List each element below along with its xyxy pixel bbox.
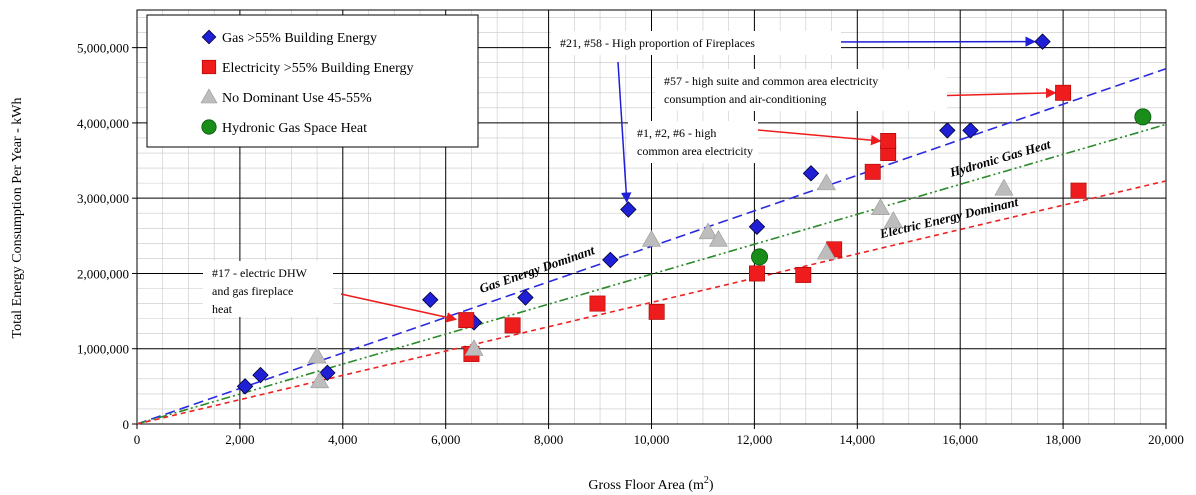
annotation-text: #1, #2, #6 - high [637, 126, 716, 140]
square-marker [1055, 84, 1072, 101]
y-tick-label: 5,000,000 [77, 41, 129, 56]
diamond-marker [517, 289, 534, 306]
y-tick-label: 2,000,000 [77, 266, 129, 281]
legend-label: Electricity >55% Building Energy [222, 61, 414, 76]
diamond-marker [236, 378, 254, 395]
x-tick-label: 14,000 [839, 432, 875, 447]
annotation-arrow [757, 129, 882, 146]
triangle-marker [464, 339, 484, 356]
triangle-marker [708, 229, 728, 247]
x-tick-label: 10,000 [634, 432, 670, 447]
annotation-arrow [927, 87, 1057, 99]
annotation-text: #21, #58 - High proportion of Fireplaces [560, 36, 755, 50]
annotation-text: heat [212, 302, 233, 316]
trend-line-label: Gas Energy Dominant [477, 242, 596, 296]
x-axis-title-main: Gross Floor Area (m [588, 478, 704, 493]
x-tick-label: 12,000 [737, 432, 773, 447]
x-axis-title-superscript: 2 [704, 475, 709, 486]
annotation-text: consumption and air-conditioning [664, 92, 826, 106]
square-marker [648, 303, 665, 320]
x-tick-label: 0 [134, 432, 141, 447]
x-axis-title-close: ) [709, 478, 714, 493]
annotation-boxes: #21, #58 - High proportion of Fireplaces… [203, 31, 947, 317]
y-axis-tick-labels: 0 1,000,000 2,000,000 3,000,000 4,000,000 5,0… [77, 41, 137, 432]
diamond-marker [602, 251, 619, 269]
diamond-marker [802, 165, 820, 182]
square-marker [880, 133, 897, 149]
annotation-arrow [617, 61, 632, 203]
y-tick-label: 0 [123, 417, 130, 432]
triangle-marker [307, 346, 327, 364]
legend-label: Hydronic Gas Space Heat [222, 121, 367, 136]
square-marker [1070, 182, 1087, 199]
x-tick-label: 2,000 [225, 432, 254, 447]
square-marker [458, 312, 475, 329]
diamond-marker [939, 122, 956, 139]
diamond-marker [422, 291, 439, 309]
diamond-marker [620, 201, 637, 218]
annotation-text: common area electricity [637, 144, 753, 158]
circle-marker [1134, 108, 1152, 126]
annotation-arrows [340, 36, 1057, 323]
triangle-marker [816, 242, 836, 260]
circle-marker [201, 119, 217, 135]
triangle-marker [994, 178, 1014, 196]
legend: Gas >55% Building Energy Electricity >55%… [146, 14, 479, 148]
diamond-marker [319, 364, 336, 382]
x-tick-label: 16,000 [942, 432, 978, 447]
square-marker [864, 163, 881, 180]
x-tick-label: 8,000 [534, 432, 563, 447]
square-marker [589, 295, 606, 312]
triangle-marker [816, 173, 836, 191]
trend-line-label: Electric Energy Dominant [877, 194, 1020, 241]
annotation-box [551, 31, 841, 55]
annotation-text: #57 - high suite and common area electri… [664, 74, 878, 88]
circle-marker [751, 248, 769, 266]
diamond-marker [1034, 33, 1051, 50]
x-tick-label: 6,000 [431, 432, 460, 447]
annotation-arrow [340, 293, 458, 323]
triangle-marker [200, 88, 218, 104]
triangle-marker [883, 211, 903, 228]
annotation-box [628, 121, 758, 163]
x-axis-tick-labels: 0 2,000 4,000 6,000 8,000 10,000 12,000 14,000 1… [134, 424, 1184, 447]
legend-label: No Dominant Use 45-55% [222, 91, 372, 106]
diamond-marker [748, 218, 766, 236]
triangle-marker [310, 371, 330, 389]
x-tick-label: 4,000 [328, 432, 357, 447]
annotation-text: #17 - electric DHW [212, 266, 308, 280]
x-tick-label: 20,000 [1148, 432, 1184, 447]
diamond-marker [201, 29, 217, 45]
diamond-marker [962, 122, 979, 139]
trend-line [136, 123, 1167, 425]
legend-label: Gas >55% Building Energy [222, 31, 377, 46]
y-axis-title: Total Energy Consumption Per Year - kWh [10, 97, 25, 338]
y-tick-label: 3,000,000 [77, 191, 129, 206]
square-marker [201, 59, 217, 75]
square-marker [749, 265, 765, 282]
triangle-marker [698, 222, 718, 240]
y-tick-label: 1,000,000 [77, 342, 129, 357]
annotation-text: and gas fireplace [212, 284, 293, 298]
data-points [236, 33, 1152, 395]
annotation-box [203, 261, 333, 317]
y-tick-label: 4,000,000 [77, 116, 129, 131]
triangle-marker [870, 198, 890, 216]
diamond-marker [252, 366, 269, 384]
x-axis-title: Gross Floor Area (m2) [588, 475, 714, 493]
x-tick-label: 18,000 [1045, 432, 1081, 447]
square-marker [795, 267, 812, 283]
triangle-marker [641, 229, 662, 247]
annotation-box [655, 69, 947, 111]
square-marker [504, 317, 521, 334]
